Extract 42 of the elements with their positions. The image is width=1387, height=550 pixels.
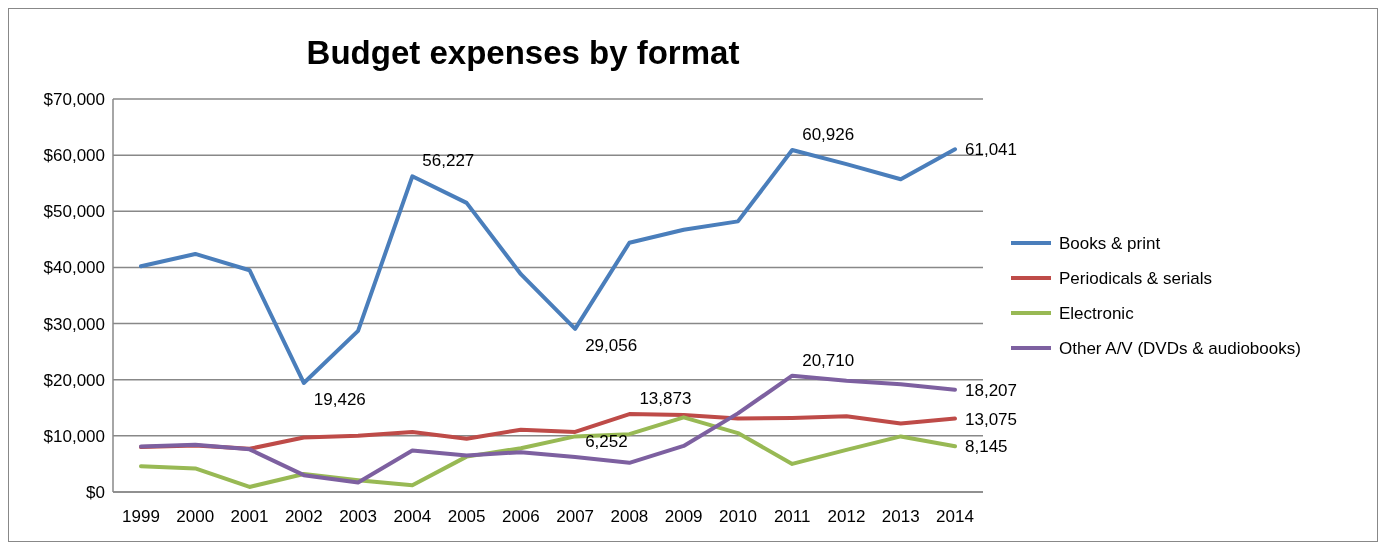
data-label: 13,873 <box>639 389 692 409</box>
data-label: 19,426 <box>313 389 366 409</box>
chart-title: Budget expenses by format <box>306 34 740 71</box>
x-tick-label: 2000 <box>176 507 215 526</box>
legend-label: Periodicals & serials <box>1059 268 1213 288</box>
data-label: 56,227 <box>422 151 475 171</box>
line-series <box>139 373 957 485</box>
y-tick-label: $10,000 <box>43 426 105 446</box>
data-label: 20,710 <box>802 350 855 370</box>
y-tick-label: $50,000 <box>43 202 105 222</box>
data-label: 8,145 <box>965 437 1008 457</box>
data-label: 61,041 <box>965 140 1017 160</box>
x-tick-label: 2001 <box>230 507 269 526</box>
data-label: 13,075 <box>965 409 1017 429</box>
y-tick-label: $40,000 <box>43 258 105 278</box>
x-tick-label: 2014 <box>936 507 974 526</box>
line-series <box>139 147 957 385</box>
x-tick-label: 2011 <box>773 507 811 526</box>
x-tick-label: 2013 <box>881 507 920 526</box>
y-tick-label: $0 <box>86 482 105 502</box>
x-tick-label: 2009 <box>664 507 703 526</box>
legend-label: Other A/V (DVDs & audiobooks) <box>1059 338 1301 358</box>
x-tick-label: 2003 <box>339 507 377 526</box>
y-tick-label: $60,000 <box>43 146 105 166</box>
y-tick-label: $30,000 <box>43 314 105 334</box>
x-tick-label: 2010 <box>719 507 757 526</box>
x-tick-label: 2005 <box>447 507 486 526</box>
x-tick-label: 2006 <box>501 507 540 526</box>
x-tick-label: 2007 <box>556 507 595 526</box>
y-tick-label: $70,000 <box>43 89 105 109</box>
x-tick-label: 2012 <box>827 507 866 526</box>
legend-label: Books & print <box>1059 233 1161 253</box>
data-label: 6,252 <box>585 431 628 451</box>
data-label: 29,056 <box>585 335 638 355</box>
x-tick-label: 2002 <box>284 507 323 526</box>
x-tick-label: 2008 <box>610 507 649 526</box>
y-tick-label: $20,000 <box>43 370 105 390</box>
x-tick-label: 1999 <box>122 507 160 526</box>
data-label: 60,926 <box>802 124 855 144</box>
legend-label: Electronic <box>1059 303 1135 323</box>
data-label: 18,207 <box>965 380 1017 400</box>
x-tick-label: 2004 <box>393 507 432 526</box>
